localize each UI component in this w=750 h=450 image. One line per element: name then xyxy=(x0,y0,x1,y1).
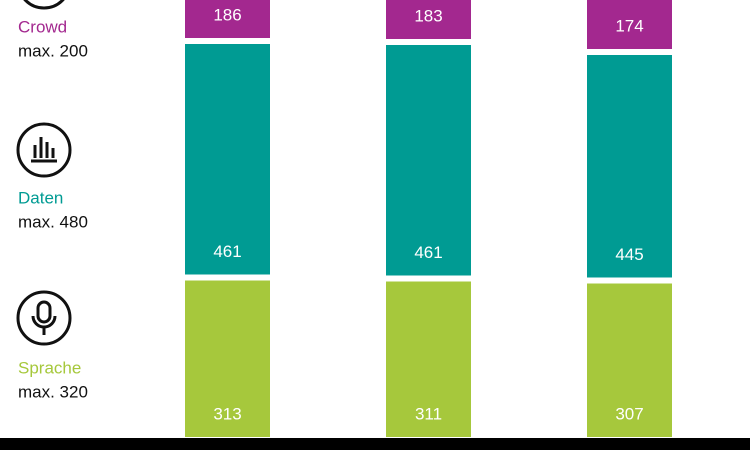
value-label: 461 xyxy=(414,243,442,262)
bar-segment xyxy=(185,44,270,275)
bar-segment xyxy=(386,45,471,276)
value-label: 313 xyxy=(213,404,241,423)
value-label: 183 xyxy=(414,6,442,25)
legend-label: Sprache xyxy=(18,358,81,377)
bar-segment xyxy=(587,0,672,49)
legend-max: max. 480 xyxy=(18,212,88,231)
bar-segment xyxy=(386,0,471,39)
crowd-icon xyxy=(23,0,65,10)
value-label: 307 xyxy=(615,404,643,423)
bar-segment xyxy=(587,55,672,278)
footer-band xyxy=(0,438,750,450)
value-label: 311 xyxy=(415,404,442,423)
bar-segment xyxy=(587,283,672,437)
legend-max: max. 200 xyxy=(18,41,88,60)
data-icon xyxy=(16,122,72,178)
speech-icon xyxy=(16,290,72,346)
value-label: 186 xyxy=(213,5,241,24)
bar-segment xyxy=(185,280,270,437)
bar-segment xyxy=(185,0,270,38)
value-label: 174 xyxy=(615,16,643,35)
value-label: 445 xyxy=(615,245,643,264)
legend-max: max. 320 xyxy=(18,382,88,401)
bar-segment xyxy=(386,281,471,437)
legend-label: Crowd xyxy=(18,17,67,36)
legend-label: Daten xyxy=(18,188,63,207)
value-label: 461 xyxy=(213,242,241,261)
